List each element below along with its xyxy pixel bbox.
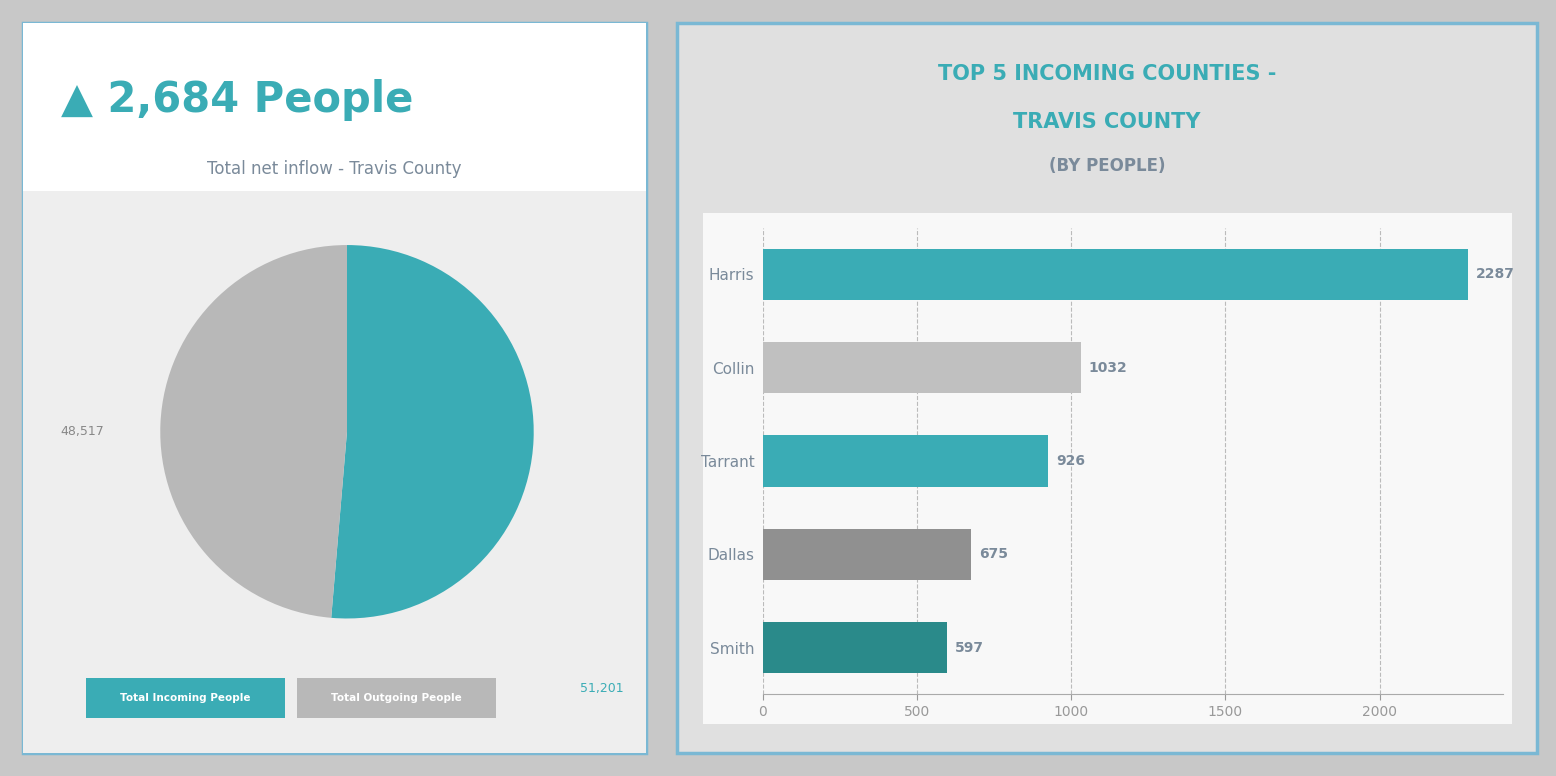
Text: TRAVIS COUNTY: TRAVIS COUNTY [1013,112,1201,132]
Text: Total net inflow - Travis County: Total net inflow - Travis County [207,160,462,178]
Bar [762,622,948,674]
Text: 597: 597 [955,641,983,655]
Text: 48,517: 48,517 [61,425,104,438]
Wedge shape [331,245,534,618]
Text: 926: 926 [1057,454,1085,468]
Bar [762,342,1081,393]
Text: Total Incoming People: Total Incoming People [120,693,251,703]
Bar [762,435,1049,487]
FancyBboxPatch shape [703,213,1511,723]
FancyBboxPatch shape [23,191,646,753]
Wedge shape [160,245,347,618]
Text: Total Outgoing People: Total Outgoing People [331,693,462,703]
Text: 675: 675 [979,547,1008,561]
FancyBboxPatch shape [23,23,646,753]
FancyBboxPatch shape [86,678,285,718]
FancyBboxPatch shape [677,23,1537,753]
Bar [762,528,971,580]
Text: 2287: 2287 [1475,267,1514,281]
FancyBboxPatch shape [23,23,646,191]
Text: 1032: 1032 [1089,361,1128,375]
Bar [762,248,1467,300]
Text: (BY PEOPLE): (BY PEOPLE) [1049,157,1165,175]
Text: 51,201: 51,201 [580,682,624,695]
Text: TOP 5 INCOMING COUNTIES -: TOP 5 INCOMING COUNTIES - [938,64,1276,85]
FancyBboxPatch shape [297,678,496,718]
Text: ▲ 2,684 People: ▲ 2,684 People [61,79,412,121]
